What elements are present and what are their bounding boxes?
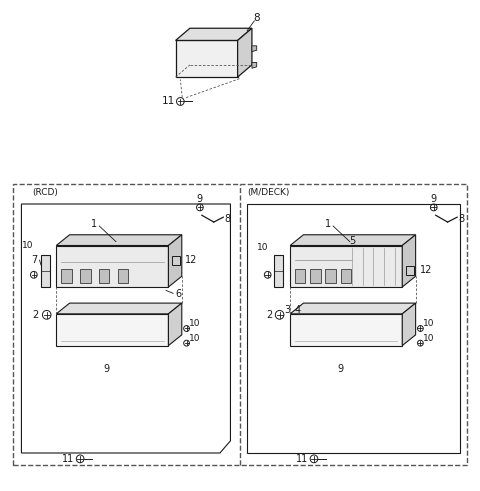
Text: 10: 10 [257,244,269,252]
Text: 9: 9 [197,194,203,204]
Polygon shape [290,246,402,287]
Polygon shape [172,256,180,265]
Text: 10: 10 [189,334,201,343]
Text: 8: 8 [225,214,231,224]
Polygon shape [56,303,182,314]
Text: 3: 3 [285,305,291,315]
Bar [99,270,109,283]
Text: 7: 7 [32,255,38,265]
Text: 2: 2 [33,310,39,320]
Polygon shape [406,266,414,275]
Bar [310,270,321,283]
Text: 8: 8 [458,214,465,224]
Polygon shape [56,314,168,346]
Text: 11: 11 [62,454,74,464]
Text: 11: 11 [296,454,308,464]
Polygon shape [402,303,416,346]
Text: 10: 10 [423,319,434,328]
Polygon shape [56,246,168,287]
Polygon shape [290,303,416,314]
Polygon shape [238,28,252,77]
Polygon shape [275,255,283,287]
Polygon shape [402,235,416,287]
Polygon shape [290,235,416,246]
Polygon shape [56,235,182,246]
Bar [13,185,467,465]
Bar [61,270,72,283]
Polygon shape [176,40,238,77]
Text: (M/DECK): (M/DECK) [247,188,289,197]
Text: 9: 9 [103,363,109,374]
Bar [118,270,129,283]
Text: 10: 10 [423,334,434,343]
Text: 6: 6 [175,289,181,300]
Text: 5: 5 [349,236,355,246]
Bar [295,270,305,283]
Text: 8: 8 [253,13,260,24]
Bar [80,270,91,283]
Polygon shape [290,314,402,346]
Polygon shape [168,235,182,287]
Text: 9: 9 [431,194,437,204]
Text: 1: 1 [325,218,331,228]
Polygon shape [41,255,49,287]
Text: 11: 11 [162,96,175,107]
Text: 12: 12 [185,255,197,265]
Polygon shape [168,303,182,346]
Text: 12: 12 [420,265,432,275]
Text: 10: 10 [189,319,201,328]
Bar [325,270,336,283]
Text: 1: 1 [91,218,97,228]
Bar [341,270,351,283]
Polygon shape [176,28,252,40]
Text: 10: 10 [22,241,34,250]
Text: (RCD): (RCD) [33,188,58,197]
Polygon shape [252,62,257,68]
Polygon shape [252,46,257,52]
Text: 4: 4 [294,305,300,315]
Text: 2: 2 [266,310,273,320]
Text: 9: 9 [337,363,343,374]
